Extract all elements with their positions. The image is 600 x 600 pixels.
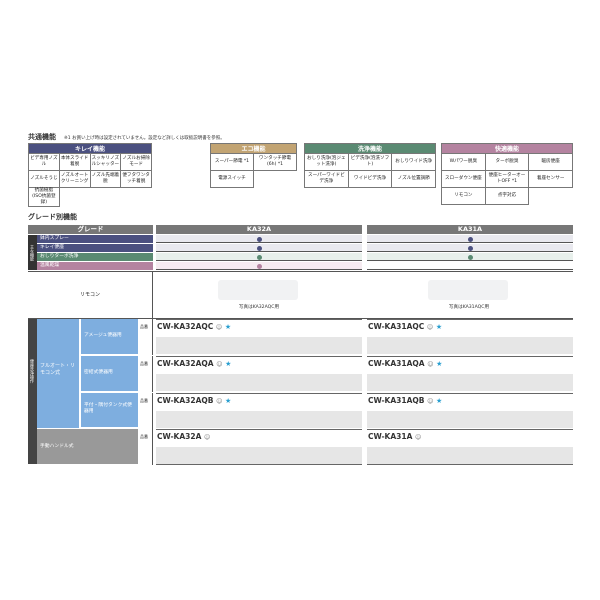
feature-cell: スッキリノズルシャッター — [89, 153, 122, 171]
model-number: CW-KA31A ☺ — [368, 432, 422, 441]
full-auto-label: フルオート・リモコン式 — [37, 319, 79, 428]
feature-label: おしりターボ洗浄 — [37, 253, 153, 261]
feature-cell — [156, 262, 362, 270]
star-icon: ★ — [224, 323, 232, 331]
feature-cell: 暖房便座 — [528, 153, 573, 171]
model-number: CW-KA31AQB ☺ ★ — [368, 396, 443, 405]
model-number: CW-KA32AQC ☺ ★ — [157, 322, 232, 331]
star-icon: ★ — [436, 397, 443, 405]
feature-cell: 点字対応 — [484, 187, 530, 205]
feature-cell: リモコン — [441, 187, 486, 205]
remocon-label: リモコン — [28, 272, 153, 318]
model-number: CW-KA31AQC ☺ ★ — [368, 322, 443, 331]
toilet-type-label: アメージュ便器用 — [80, 319, 138, 355]
feature-cell — [156, 235, 362, 243]
availability-dot — [256, 263, 262, 269]
feature-cell — [367, 235, 573, 243]
feature-label: 温風乾燥 — [37, 262, 153, 270]
feature-cell: 着座センサー — [528, 170, 573, 188]
availability-dot — [467, 245, 473, 251]
feature-cell: 本体スライド着脱 — [58, 153, 91, 171]
feature-cell: 便座ヒーターオートOFF *1 — [484, 170, 530, 188]
availability-dot — [467, 254, 473, 260]
smile-icon: ☺ — [427, 361, 434, 368]
star-icon: ★ — [436, 360, 443, 368]
smile-icon: ☺ — [216, 398, 223, 405]
feature-cell: 電源スイッチ — [210, 170, 254, 188]
part-number-label: 品番 — [138, 356, 153, 392]
remote-control-image — [428, 280, 508, 300]
feature-cell: 便フタワンタッチ着脱 — [120, 170, 152, 188]
feature-cell: ノズル位置調節 — [391, 170, 436, 188]
operation-label: 便座洗浄操作 — [28, 319, 37, 464]
part-number-label: 品番 — [138, 393, 153, 429]
feature-cell: ワンタッチ節電(6h) *1 — [253, 153, 297, 171]
star-icon: ★ — [435, 323, 443, 331]
senjo-functions-table: 洗浄機能 おしり洗浄(泡ジェット洗浄) ビデ洗浄(泡洗ソフト) おしりワイド洗浄スーパ… — [304, 143, 436, 188]
kaiteki-header: 快適機能 — [441, 143, 573, 154]
model-number: CW-KA31AQA ☺ ★ — [368, 359, 443, 368]
availability-dot — [256, 254, 262, 260]
remocon-caption: 写真はKA31AQC用 — [448, 305, 490, 310]
feature-label: キレイ便座 — [37, 244, 153, 252]
feature-cell: ノズル先端着脱 — [89, 170, 122, 188]
feature-cell: おしりワイド洗浄 — [391, 153, 436, 171]
star-icon: ★ — [225, 360, 232, 368]
feature-cell — [367, 253, 573, 261]
feature-cell: ノズルお掃除モード — [120, 153, 152, 171]
part-number-label: 品番 — [138, 319, 153, 355]
smile-icon: ☺ — [427, 398, 434, 405]
availability-dot — [256, 236, 262, 242]
feature-cell: ターボ脱臭 — [484, 153, 530, 171]
availability-dot — [467, 236, 473, 242]
feature-cell: ノズルそうじ — [28, 170, 60, 188]
model-header-ka32a: KA32A — [156, 225, 362, 234]
feature-cell: 抗菌樹脂(ISO抗菌登録) — [28, 187, 60, 207]
smile-icon: ☺ — [216, 361, 223, 368]
remote-control-image — [218, 280, 298, 300]
footnote: ※1 お買い上げ時は設定されていません。設定など詳しくは取扱説明書を参照。 — [64, 136, 225, 141]
eco-functions-table: エコ機能 スーパー節電 *1 ワンタッチ節電(6h) *1 電源スイッチ — [210, 143, 297, 188]
model-number: CW-KA32AQB ☺ ★ — [157, 396, 232, 405]
model-number: CW-KA32A ☺ — [157, 432, 211, 441]
kirei-header: キレイ機能 — [28, 143, 152, 154]
kaiteki-functions-table: 快適機能 Wパワー脱臭 ターボ脱臭 暖房便座スローダウン便座 便座ヒーターオートOFF … — [441, 143, 573, 205]
smile-icon: ☺ — [204, 434, 211, 441]
senjo-header: 洗浄機能 — [304, 143, 436, 154]
toilet-type-label: 平付・隅付タンク式便器用 — [80, 393, 138, 428]
grade-functions-title: グレード別機能 — [28, 213, 77, 221]
feature-cell: ビデ専用ノズル — [28, 153, 60, 171]
smile-icon: ☺ — [215, 324, 223, 331]
feature-cell — [367, 244, 573, 252]
smile-icon: ☺ — [415, 434, 422, 441]
toilet-type-label: 密結式便器用 — [80, 356, 138, 392]
feature-label: 鉢内スプレー — [37, 235, 153, 243]
feature-cell: ノズルオートクリーニング — [58, 170, 91, 188]
feature-cell: Wパワー脱臭 — [441, 153, 486, 171]
smile-icon: ☺ — [426, 324, 434, 331]
remocon-caption: 写真はKA32AQC用 — [238, 305, 280, 310]
feature-cell: スーパー節電 *1 — [210, 153, 254, 171]
model-header-ka31a: KA31A — [367, 225, 573, 234]
availability-dot — [256, 245, 262, 251]
feature-cell: ワイドビデ洗浄 — [347, 170, 393, 188]
model-number: CW-KA32AQA ☺ ★ — [157, 359, 232, 368]
manual-handle-label: 手動ハンドル式 — [37, 429, 138, 464]
kirei-functions-table: キレイ機能 ビデ専用ノズル 本体スライド着脱 スッキリノズルシャッター ノズルお掃除モー… — [28, 143, 152, 207]
feature-cell: おしり洗浄(泡ジェット洗浄) — [304, 153, 349, 171]
feature-cell — [156, 244, 362, 252]
main-features-label: 主な機能 — [28, 235, 37, 270]
eco-header: エコ機能 — [210, 143, 297, 154]
feature-cell: ビデ洗浄(泡洗ソフト) — [347, 153, 393, 171]
feature-cell — [367, 262, 573, 270]
part-number-label: 品番 — [138, 429, 153, 465]
feature-cell: スーパーワイドビデ洗浄 — [304, 170, 349, 188]
grade-header: グレード — [28, 225, 153, 234]
feature-cell — [156, 253, 362, 261]
feature-cell: スローダウン便座 — [441, 170, 486, 188]
star-icon: ★ — [225, 397, 232, 405]
common-functions-title: 共通機能 ※1 お買い上げ時は設定されていません。設定など詳しくは取扱説明書を参照… — [28, 133, 225, 141]
